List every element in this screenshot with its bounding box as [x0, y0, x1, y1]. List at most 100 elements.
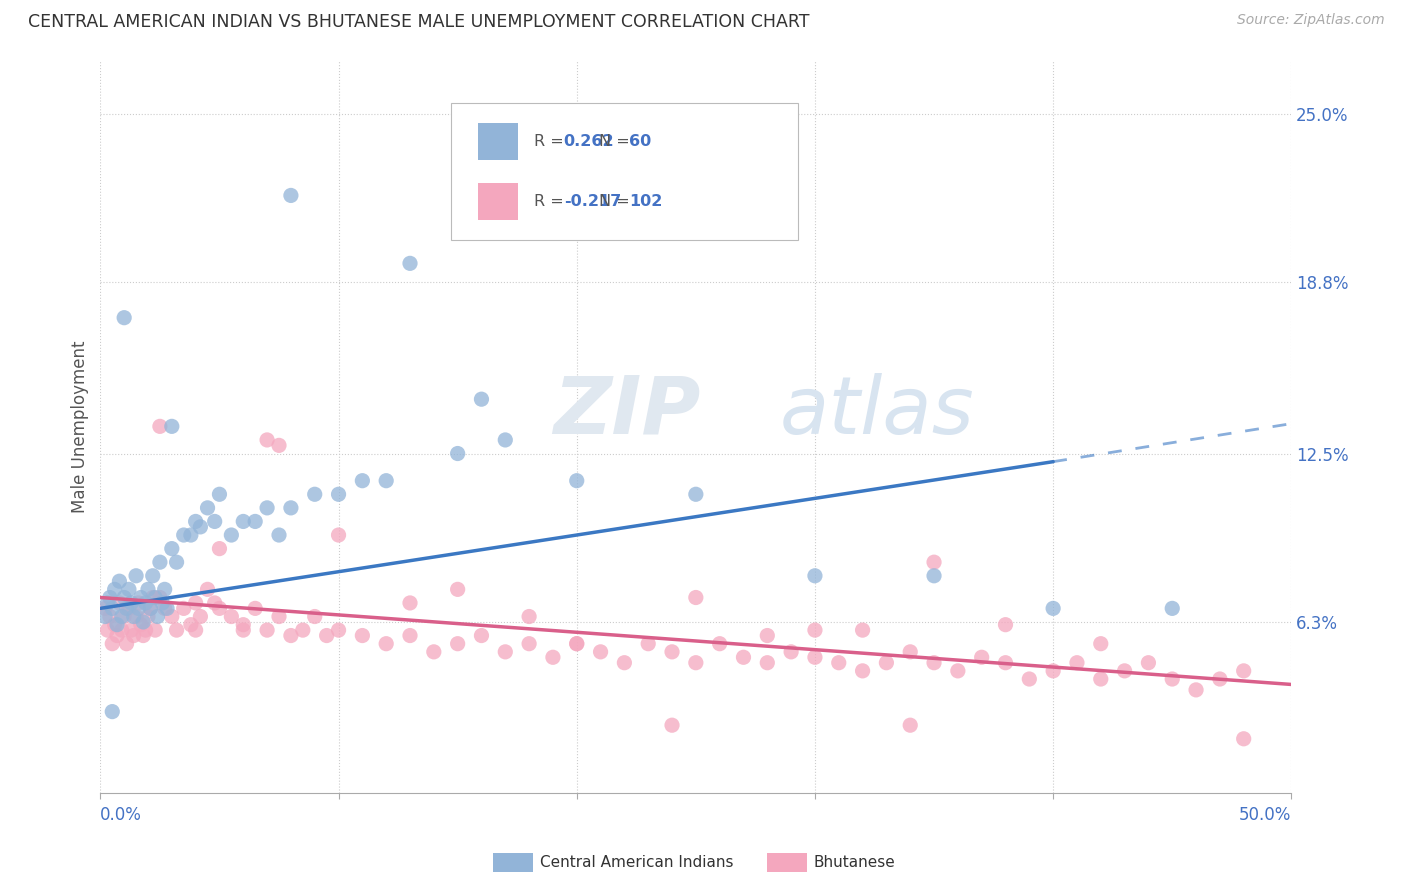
Point [256, 433, 278, 447]
Point [685, 591, 707, 605]
Point [1114, 664, 1136, 678]
Point [135, 596, 157, 610]
Point [685, 487, 707, 501]
Point [160, 609, 183, 624]
Point [127, 601, 149, 615]
Point [685, 656, 707, 670]
Point [160, 541, 183, 556]
Point [756, 656, 779, 670]
Point [470, 392, 492, 407]
Point [221, 609, 243, 624]
Text: 50.0%: 50.0% [1239, 806, 1291, 824]
Point [184, 515, 207, 529]
Point [804, 568, 827, 582]
Point [946, 664, 969, 678]
Point [122, 609, 145, 624]
Point [470, 628, 492, 642]
Point [232, 617, 254, 632]
Point [304, 487, 326, 501]
Point [120, 596, 142, 610]
Point [922, 656, 945, 670]
Point [208, 541, 231, 556]
Point [267, 528, 290, 542]
Point [1066, 656, 1088, 670]
Text: N =: N = [599, 194, 634, 209]
Point [96, 596, 118, 610]
Point [994, 617, 1017, 632]
Point [898, 645, 921, 659]
Point [1042, 601, 1064, 615]
Point [352, 474, 374, 488]
Point [122, 628, 145, 642]
Point [328, 528, 350, 542]
Point [139, 601, 162, 615]
Point [125, 568, 148, 582]
Y-axis label: Male Unemployment: Male Unemployment [72, 340, 89, 513]
Point [98, 591, 121, 605]
Point [243, 601, 266, 615]
Point [94, 601, 117, 615]
Point [105, 628, 128, 642]
Point [232, 515, 254, 529]
Point [494, 433, 516, 447]
Point [115, 601, 138, 615]
Point [132, 628, 155, 642]
Point [153, 582, 176, 597]
Text: atlas: atlas [779, 373, 974, 450]
Point [190, 520, 212, 534]
Point [111, 609, 134, 624]
Point [166, 623, 188, 637]
Point [613, 656, 636, 670]
Point [922, 568, 945, 582]
Point [661, 718, 683, 732]
Point [315, 628, 337, 642]
Point [111, 623, 134, 637]
Text: Central American Indians: Central American Indians [540, 855, 734, 870]
Point [1233, 731, 1256, 746]
Point [173, 528, 195, 542]
Point [221, 528, 243, 542]
Point [898, 718, 921, 732]
Point [136, 609, 159, 624]
Text: Bhutanese: Bhutanese [814, 855, 896, 870]
Point [150, 596, 173, 610]
Point [153, 601, 176, 615]
Text: 0.0%: 0.0% [100, 806, 142, 824]
Point [94, 609, 117, 624]
Point [446, 637, 468, 651]
Point [143, 591, 166, 605]
Point [197, 582, 219, 597]
Point [232, 623, 254, 637]
Point [129, 591, 152, 605]
Point [135, 623, 157, 637]
Point [267, 438, 290, 452]
Point [804, 623, 827, 637]
Point [280, 628, 302, 642]
Point [446, 582, 468, 597]
Point [149, 419, 172, 434]
Point [180, 617, 202, 632]
Point [1090, 672, 1112, 686]
Point [494, 645, 516, 659]
Point [129, 617, 152, 632]
Text: 102: 102 [628, 194, 662, 209]
Point [328, 623, 350, 637]
Point [120, 623, 142, 637]
Text: 0.262: 0.262 [564, 134, 614, 149]
Point [375, 474, 398, 488]
Point [1137, 656, 1160, 670]
Point [661, 645, 683, 659]
Point [291, 623, 314, 637]
Point [994, 656, 1017, 670]
Point [637, 637, 659, 651]
Point [922, 555, 945, 569]
Point [851, 623, 873, 637]
Point [446, 446, 468, 460]
Point [173, 601, 195, 615]
Text: R =: R = [534, 194, 568, 209]
Point [118, 582, 141, 597]
Point [1090, 637, 1112, 651]
Point [197, 500, 219, 515]
Text: N =: N = [599, 134, 634, 149]
Point [96, 623, 118, 637]
